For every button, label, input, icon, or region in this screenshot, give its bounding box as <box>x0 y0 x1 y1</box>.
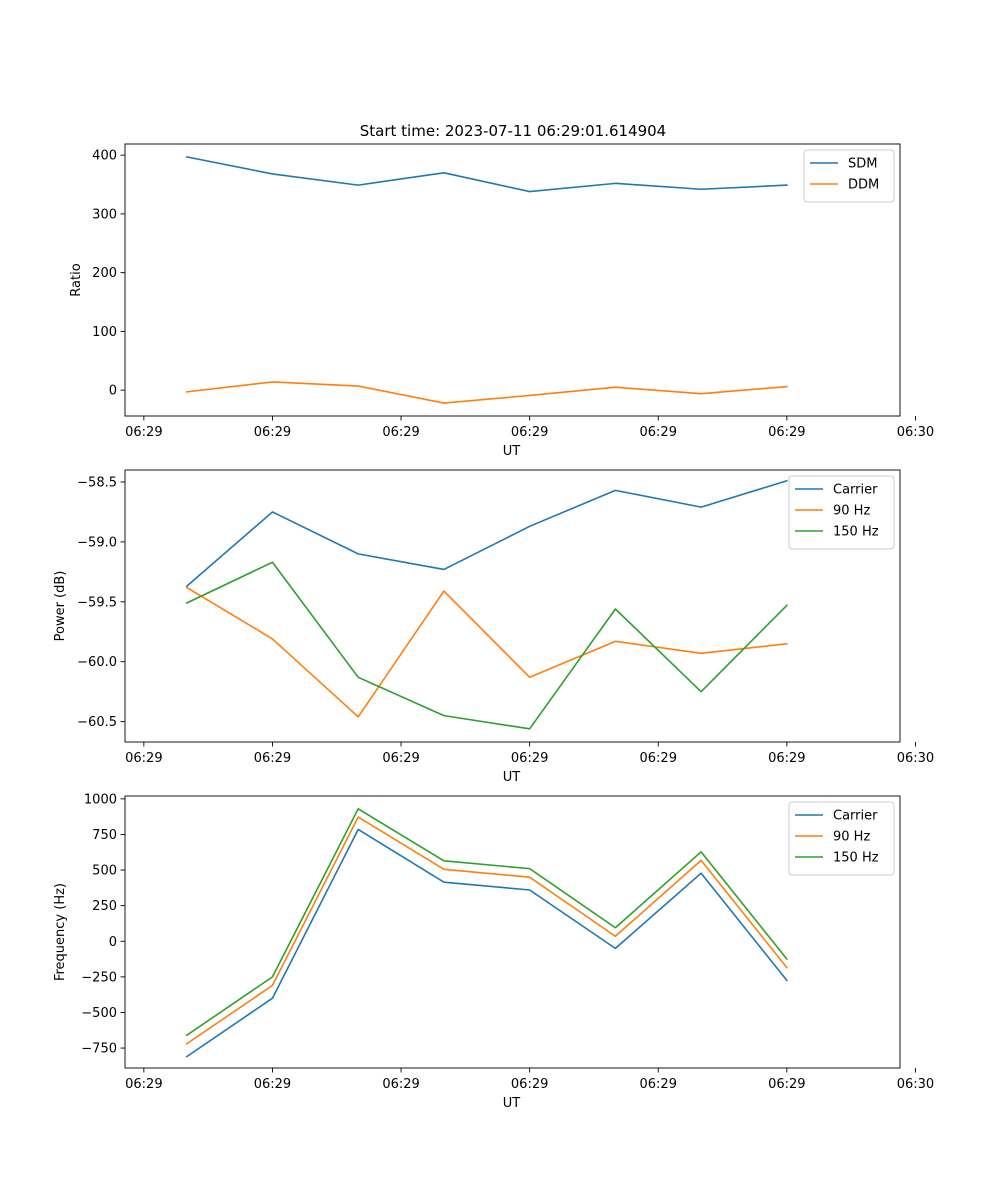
legend-entry: Carrier <box>833 809 878 824</box>
y-tick-label: 0 <box>109 935 117 950</box>
x-tick-label: 06:29 <box>125 751 162 766</box>
legend-entry: SDM <box>848 157 877 172</box>
y-tick-label: 1000 <box>84 792 117 807</box>
y-tick-label: 250 <box>92 899 117 914</box>
x-tick-label: 06:29 <box>768 751 805 766</box>
legend: Carrier 90 Hz 150 Hz <box>788 475 895 550</box>
x-tick-label: 06:29 <box>125 425 162 440</box>
series-line-sdm <box>185 155 788 193</box>
legend-entry: Carrier <box>833 483 878 498</box>
y-tick-label: 300 <box>92 207 117 222</box>
legend-entry: 150 Hz <box>833 851 879 866</box>
y-tick-label: −60.5 <box>77 715 117 730</box>
legend-entry: 90 Hz <box>833 830 870 845</box>
x-tick-label: 06:29 <box>382 425 419 440</box>
y-tick-label: −60.0 <box>77 655 117 670</box>
y-tick-label: −59.5 <box>77 595 117 610</box>
x-tick-label: 06:29 <box>640 425 677 440</box>
y-tick-label: −750 <box>81 1042 117 1057</box>
x-tick-label: 06:29 <box>768 1077 805 1092</box>
x-tick-label: 06:29 <box>125 1077 162 1092</box>
chart-2: 06:29 06:29 06:29 06:29 06:29 06:29 06:30 UT −60… <box>53 469 934 785</box>
x-axis-label: UT <box>503 1096 521 1111</box>
charts-container: 06:29 06:29 06:29 06:29 06:29 06:29 06:30 UT 0 10… <box>53 143 934 1111</box>
chart-3: 06:29 06:29 06:29 06:29 06:29 06:29 06:30 UT −75… <box>53 792 934 1111</box>
chart-1: 06:29 06:29 06:29 06:29 06:29 06:29 06:30 UT 0 10… <box>69 143 934 459</box>
axes-frame <box>124 143 901 417</box>
x-axis-label: UT <box>503 770 521 785</box>
x-tick-label: 06:29 <box>511 1077 548 1092</box>
x-tick-label: 06:29 <box>254 1077 291 1092</box>
x-tick-label: 06:29 <box>254 425 291 440</box>
y-tick-label: −59.0 <box>77 535 117 550</box>
x-tick-label: 06:29 <box>640 751 677 766</box>
series-line-150-hz <box>185 561 788 730</box>
legend: SDM DDM <box>803 149 895 203</box>
y-tick-label: 500 <box>92 864 117 879</box>
legend: Carrier 90 Hz 150 Hz <box>788 801 895 876</box>
legend-entry: 90 Hz <box>833 504 870 519</box>
y-axis-label: Power (dB) <box>53 571 68 642</box>
series-line-90-hz <box>185 586 788 718</box>
x-tick-label: 06:29 <box>768 425 805 440</box>
legend-entry: 150 Hz <box>833 525 879 540</box>
x-tick-label: 06:30 <box>897 751 934 766</box>
y-tick-label: −250 <box>81 970 117 985</box>
y-tick-label: 400 <box>92 149 117 164</box>
y-tick-label: −500 <box>81 1006 117 1021</box>
x-tick-label: 06:30 <box>897 425 934 440</box>
axes-frame <box>124 795 901 1069</box>
series-line-90-hz <box>185 816 788 1045</box>
series-line-carrier <box>185 479 788 588</box>
x-tick-label: 06:30 <box>897 1077 934 1092</box>
legend-entry: DDM <box>848 178 879 193</box>
x-axis-label: UT <box>503 444 521 459</box>
x-tick-label: 06:29 <box>511 751 548 766</box>
x-tick-label: 06:29 <box>511 425 548 440</box>
series-line-150-hz <box>185 808 788 1037</box>
x-tick-label: 06:29 <box>382 751 419 766</box>
series-line-carrier <box>185 828 788 1058</box>
figure-title: Start time: 2023-07-11 06:29:01.614904 <box>360 122 666 140</box>
y-axis-label: Frequency (Hz) <box>53 883 68 981</box>
y-axis-label: Ratio <box>69 263 84 296</box>
y-tick-label: 200 <box>92 266 117 281</box>
y-tick-label: −58.5 <box>77 475 117 490</box>
y-tick-label: 100 <box>92 325 117 340</box>
y-tick-label: 750 <box>92 828 117 843</box>
y-tick-label: 0 <box>109 384 117 399</box>
x-tick-label: 06:29 <box>254 751 291 766</box>
series-line-ddm <box>185 381 788 404</box>
x-tick-label: 06:29 <box>382 1077 419 1092</box>
axes-frame <box>124 469 901 743</box>
x-tick-label: 06:29 <box>640 1077 677 1092</box>
